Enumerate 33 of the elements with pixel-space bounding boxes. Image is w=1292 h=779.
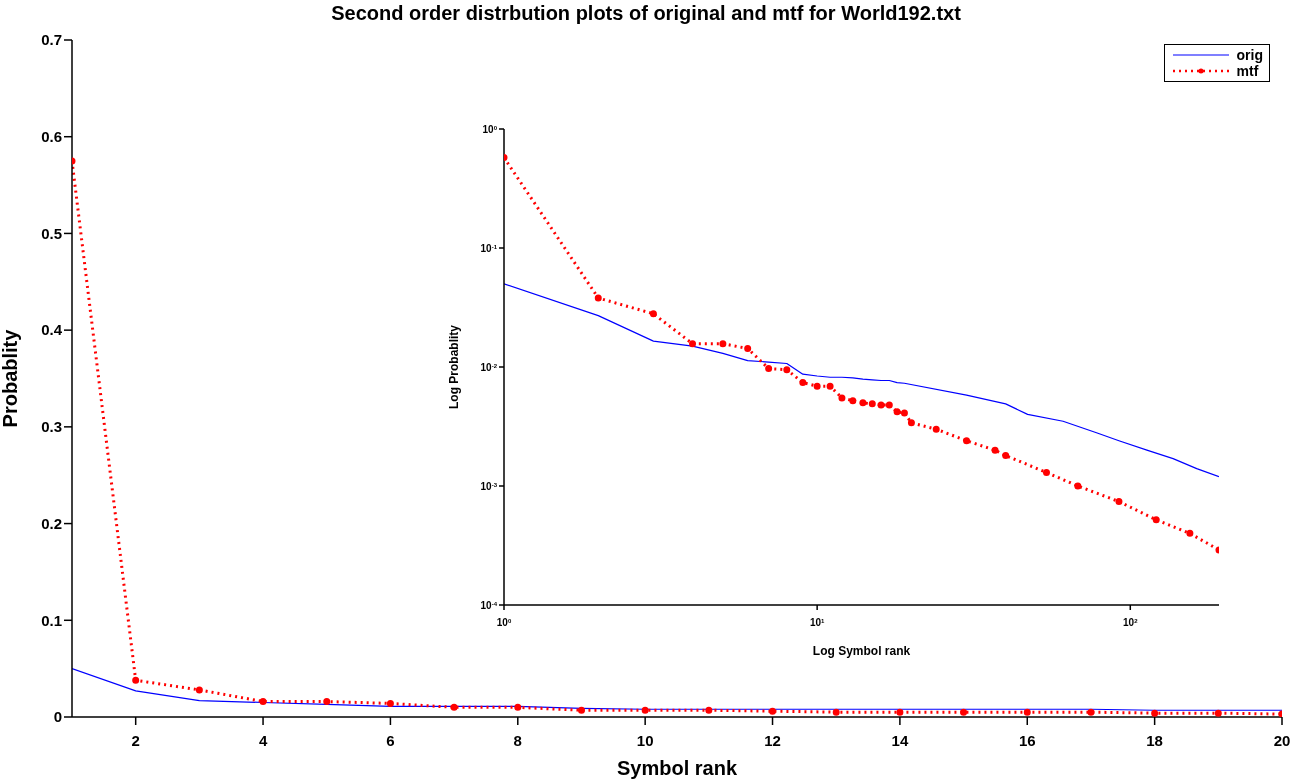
x-tick-label: 20 (1273, 732, 1291, 749)
y-tick-label: 10$^{-2}$ (480, 361, 498, 373)
x-tick-label: 10$^{1}$ (809, 617, 826, 628)
y-tick-label: 10$^{-3}$ (480, 480, 498, 492)
x-axis-title: Symbol rank (616, 757, 738, 779)
legend-label: orig (1236, 47, 1263, 63)
x-tick-label: 10 (636, 732, 654, 749)
y-tick-label: 10$^{-4}$ (480, 599, 498, 611)
x-tick-label: 12 (764, 732, 781, 749)
y-axis-title: Log Probablity (447, 324, 462, 409)
y-tick-label: 0.4 (41, 321, 63, 339)
x-tick-label: 2 (131, 732, 140, 749)
x-tick-label: 4 (258, 732, 268, 749)
x-tick-label: 6 (386, 732, 395, 749)
x-tick-label: 18 (1146, 732, 1163, 749)
y-tick-label: 0.6 (41, 127, 62, 145)
y-tick-label: 0.2 (41, 514, 62, 532)
x-tick-label: 8 (513, 732, 522, 749)
y-tick-label: 10$^{0}$ (482, 123, 498, 135)
y-tick-label: 0.3 (41, 418, 62, 436)
x-tick-label: 10$^{2}$ (1123, 617, 1139, 628)
y-tick-label: 0.5 (41, 224, 62, 242)
x-tick-label: 14 (891, 732, 909, 749)
x-tick-label: 16 (1018, 732, 1036, 749)
chart-title: Second order distrbution plots of original and mtf for World192.txt (330, 2, 962, 25)
y-tick-label: 0 (53, 708, 62, 726)
x-tick-label: 10$^{0}$ (496, 617, 512, 628)
y-tick-label: 10$^{-1}$ (480, 242, 498, 254)
y-tick-label: 0.1 (41, 611, 62, 629)
legend-label: mtf (1236, 63, 1259, 79)
y-tick-label: 0.7 (41, 31, 62, 49)
x-axis-title: Log Symbol rank (812, 644, 911, 658)
y-axis-title: Probablity (0, 328, 22, 428)
